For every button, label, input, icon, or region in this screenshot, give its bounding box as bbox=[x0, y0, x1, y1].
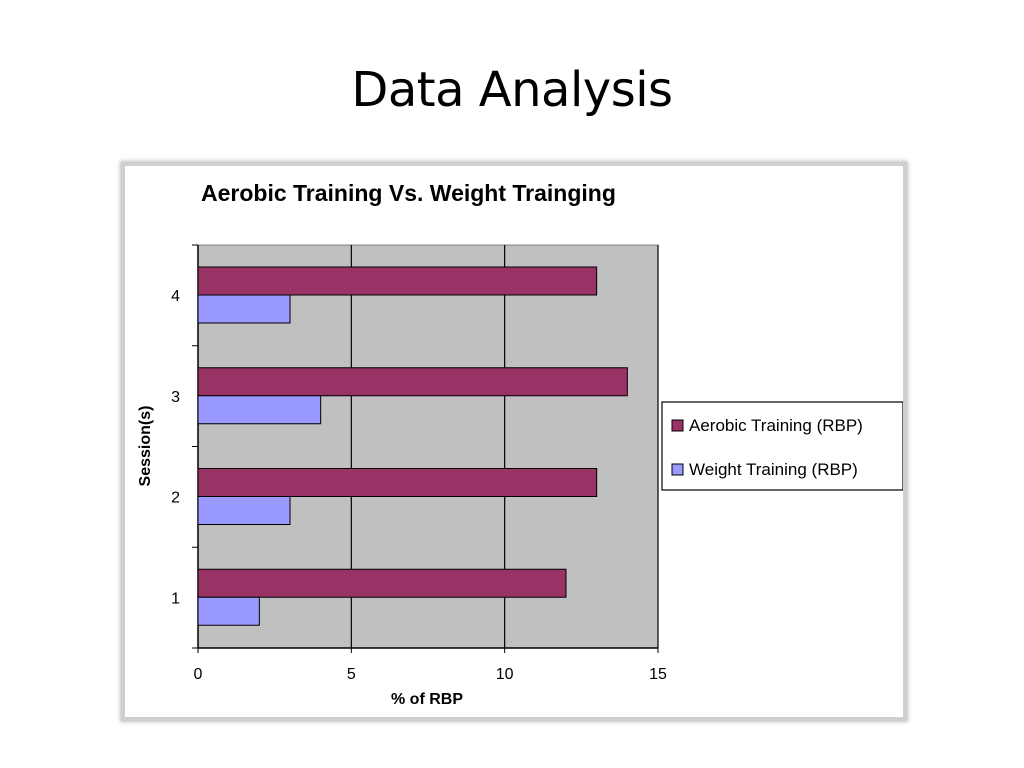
y-tick-label: 4 bbox=[171, 288, 180, 305]
y-tick-label: 3 bbox=[171, 389, 180, 406]
x-tick-label: 10 bbox=[496, 666, 514, 683]
bar-aerobic-session-2 bbox=[197, 468, 598, 497]
legend: Aerobic Training (RBP) Weight Training (R… bbox=[661, 401, 903, 491]
bar-aerobic-session-4 bbox=[197, 266, 598, 296]
legend-label: Weight Training (RBP) bbox=[689, 460, 858, 479]
legend-swatch bbox=[671, 419, 684, 432]
bar-weight-session-1 bbox=[197, 596, 260, 626]
y-tick-label: 1 bbox=[171, 590, 180, 607]
legend-box bbox=[661, 401, 903, 491]
bar-weight-session-3 bbox=[197, 395, 322, 425]
legend-label: Aerobic Training (RBP) bbox=[689, 416, 863, 435]
y-axis-label: Session(s) bbox=[137, 406, 154, 487]
x-tick-label: 15 bbox=[649, 666, 667, 683]
bar-aerobic-session-3 bbox=[197, 367, 628, 397]
bar-weight-session-4 bbox=[197, 294, 291, 324]
x-tick-label: 5 bbox=[347, 666, 356, 683]
bar-weight-session-2 bbox=[197, 496, 291, 525]
x-tick-label: 0 bbox=[194, 666, 203, 683]
chart-frame: Aerobic Training Vs. Weight Trainging 0 5… bbox=[121, 162, 907, 721]
bar-aerobic-session-1 bbox=[197, 568, 567, 598]
y-tick-label: 2 bbox=[171, 490, 180, 507]
plot-area: 0 5 10 15 1 2 3 4 bbox=[171, 244, 667, 683]
x-axis-label: % of RBP bbox=[391, 691, 463, 708]
legend-swatch bbox=[671, 463, 684, 476]
chart-title: Aerobic Training Vs. Weight Trainging bbox=[201, 180, 616, 206]
slide-title: Data Analysis bbox=[351, 62, 673, 118]
bar-chart: Aerobic Training Vs. Weight Trainging 0 5… bbox=[137, 180, 903, 708]
